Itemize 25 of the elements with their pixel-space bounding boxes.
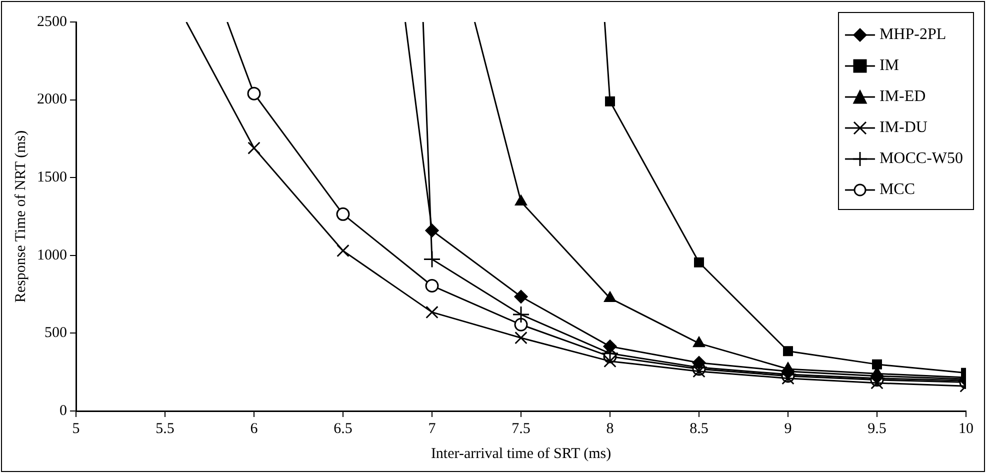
- legend-label: IM-ED: [879, 88, 926, 106]
- x-tick-label: 8: [606, 420, 614, 437]
- x-tick-label: 7: [428, 420, 436, 437]
- y-tick-label: 0: [60, 402, 67, 419]
- y-tick-label: 2500: [37, 14, 67, 30]
- x-tick-label: 9.5: [868, 420, 886, 437]
- x-tick-label: 8.5: [690, 420, 708, 437]
- legend-label: IM: [879, 56, 899, 74]
- y-tick-label: 1500: [37, 170, 67, 186]
- x-tick-label: 6.5: [334, 420, 352, 437]
- y-tick-label: 500: [44, 325, 67, 342]
- x-tick-label: 7.5: [512, 420, 530, 437]
- legend-label: MCC: [879, 180, 916, 198]
- x-tick-label: 5.5: [156, 420, 174, 437]
- x-tick-label: 9: [784, 420, 792, 437]
- y-tick-label: 2000: [37, 92, 67, 108]
- y-axis-title: Response Time of NRT (ms): [12, 130, 29, 303]
- x-tick-label: 5: [72, 420, 80, 437]
- x-axis-title: Inter-arrival time of SRT (ms): [430, 446, 612, 462]
- legend-label: MOCC-W50: [879, 150, 963, 168]
- x-tick-label: 6: [250, 420, 258, 437]
- legend-label: MHP-2PL: [879, 26, 946, 44]
- legend-label: IM-DU: [879, 118, 928, 136]
- x-tick-label: 10: [958, 420, 974, 437]
- y-tick-label: 1000: [37, 247, 67, 264]
